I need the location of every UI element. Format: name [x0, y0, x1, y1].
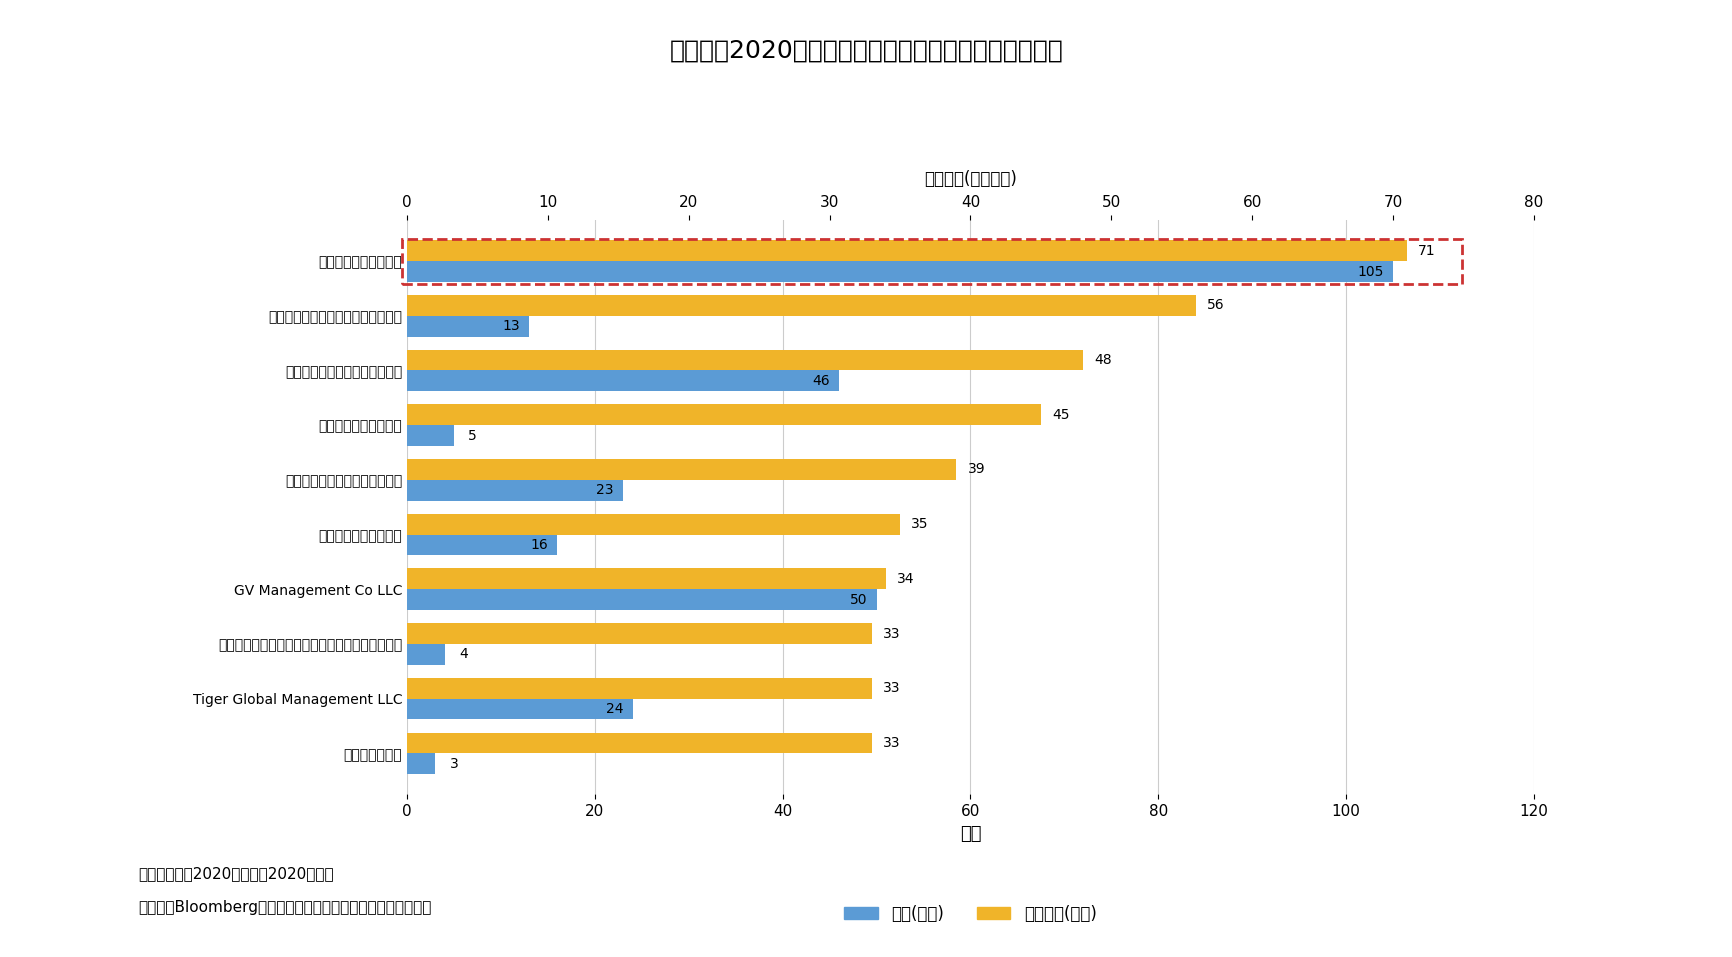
X-axis label: 件数: 件数 — [960, 825, 980, 842]
Bar — [407, 753, 435, 774]
Bar — [407, 535, 558, 555]
X-axis label: 出資総額(億米ドル): 出資総額(億米ドル) — [923, 170, 1017, 189]
Bar — [407, 514, 899, 535]
Bar — [407, 459, 956, 479]
Legend: 件数(下軸), 出資総額(上軸): 件数(下軸), 出資総額(上軸) — [837, 899, 1103, 929]
Bar — [407, 623, 871, 644]
Bar — [407, 425, 454, 446]
Bar — [407, 405, 1041, 425]
Text: 5: 5 — [468, 429, 476, 442]
Bar — [407, 370, 838, 391]
Text: 50: 50 — [849, 592, 866, 607]
Text: 13: 13 — [502, 320, 520, 333]
Text: 105: 105 — [1356, 264, 1382, 278]
Bar — [407, 590, 876, 610]
Bar — [407, 568, 885, 590]
Text: 図表３　2020年上期の投資家毎のベンチャー投資金額: 図表３ 2020年上期の投資家毎のベンチャー投資金額 — [669, 38, 1063, 62]
Text: 33: 33 — [883, 627, 901, 640]
Text: 33: 33 — [883, 736, 901, 750]
Bar — [407, 295, 1195, 316]
Bar — [407, 316, 528, 337]
Bar — [407, 240, 1406, 261]
Text: 46: 46 — [812, 374, 830, 388]
Text: 16: 16 — [530, 538, 547, 552]
Text: （注）期間：2020年１月〜2020年６月: （注）期間：2020年１月〜2020年６月 — [139, 866, 334, 881]
Text: 23: 23 — [596, 483, 613, 498]
Bar — [407, 678, 871, 699]
Bar — [407, 699, 632, 720]
Text: 71: 71 — [1417, 244, 1436, 257]
Bar — [407, 732, 871, 753]
Bar — [407, 349, 1082, 370]
Text: 3: 3 — [449, 757, 457, 770]
Text: 45: 45 — [1051, 408, 1069, 422]
Bar — [407, 261, 1393, 282]
Bar — [407, 644, 445, 665]
Bar — [407, 479, 624, 501]
Text: 56: 56 — [1207, 299, 1225, 312]
Text: 35: 35 — [911, 517, 928, 531]
Text: 33: 33 — [883, 681, 901, 695]
Text: 24: 24 — [604, 702, 624, 716]
Text: （出所）Bloombergのデータをもとにニッセイ基礎研究所作成: （出所）Bloombergのデータをもとにニッセイ基礎研究所作成 — [139, 900, 431, 915]
Text: 4: 4 — [459, 647, 468, 661]
Text: 48: 48 — [1095, 353, 1112, 367]
Text: 39: 39 — [966, 462, 986, 477]
Text: 34: 34 — [897, 572, 914, 586]
